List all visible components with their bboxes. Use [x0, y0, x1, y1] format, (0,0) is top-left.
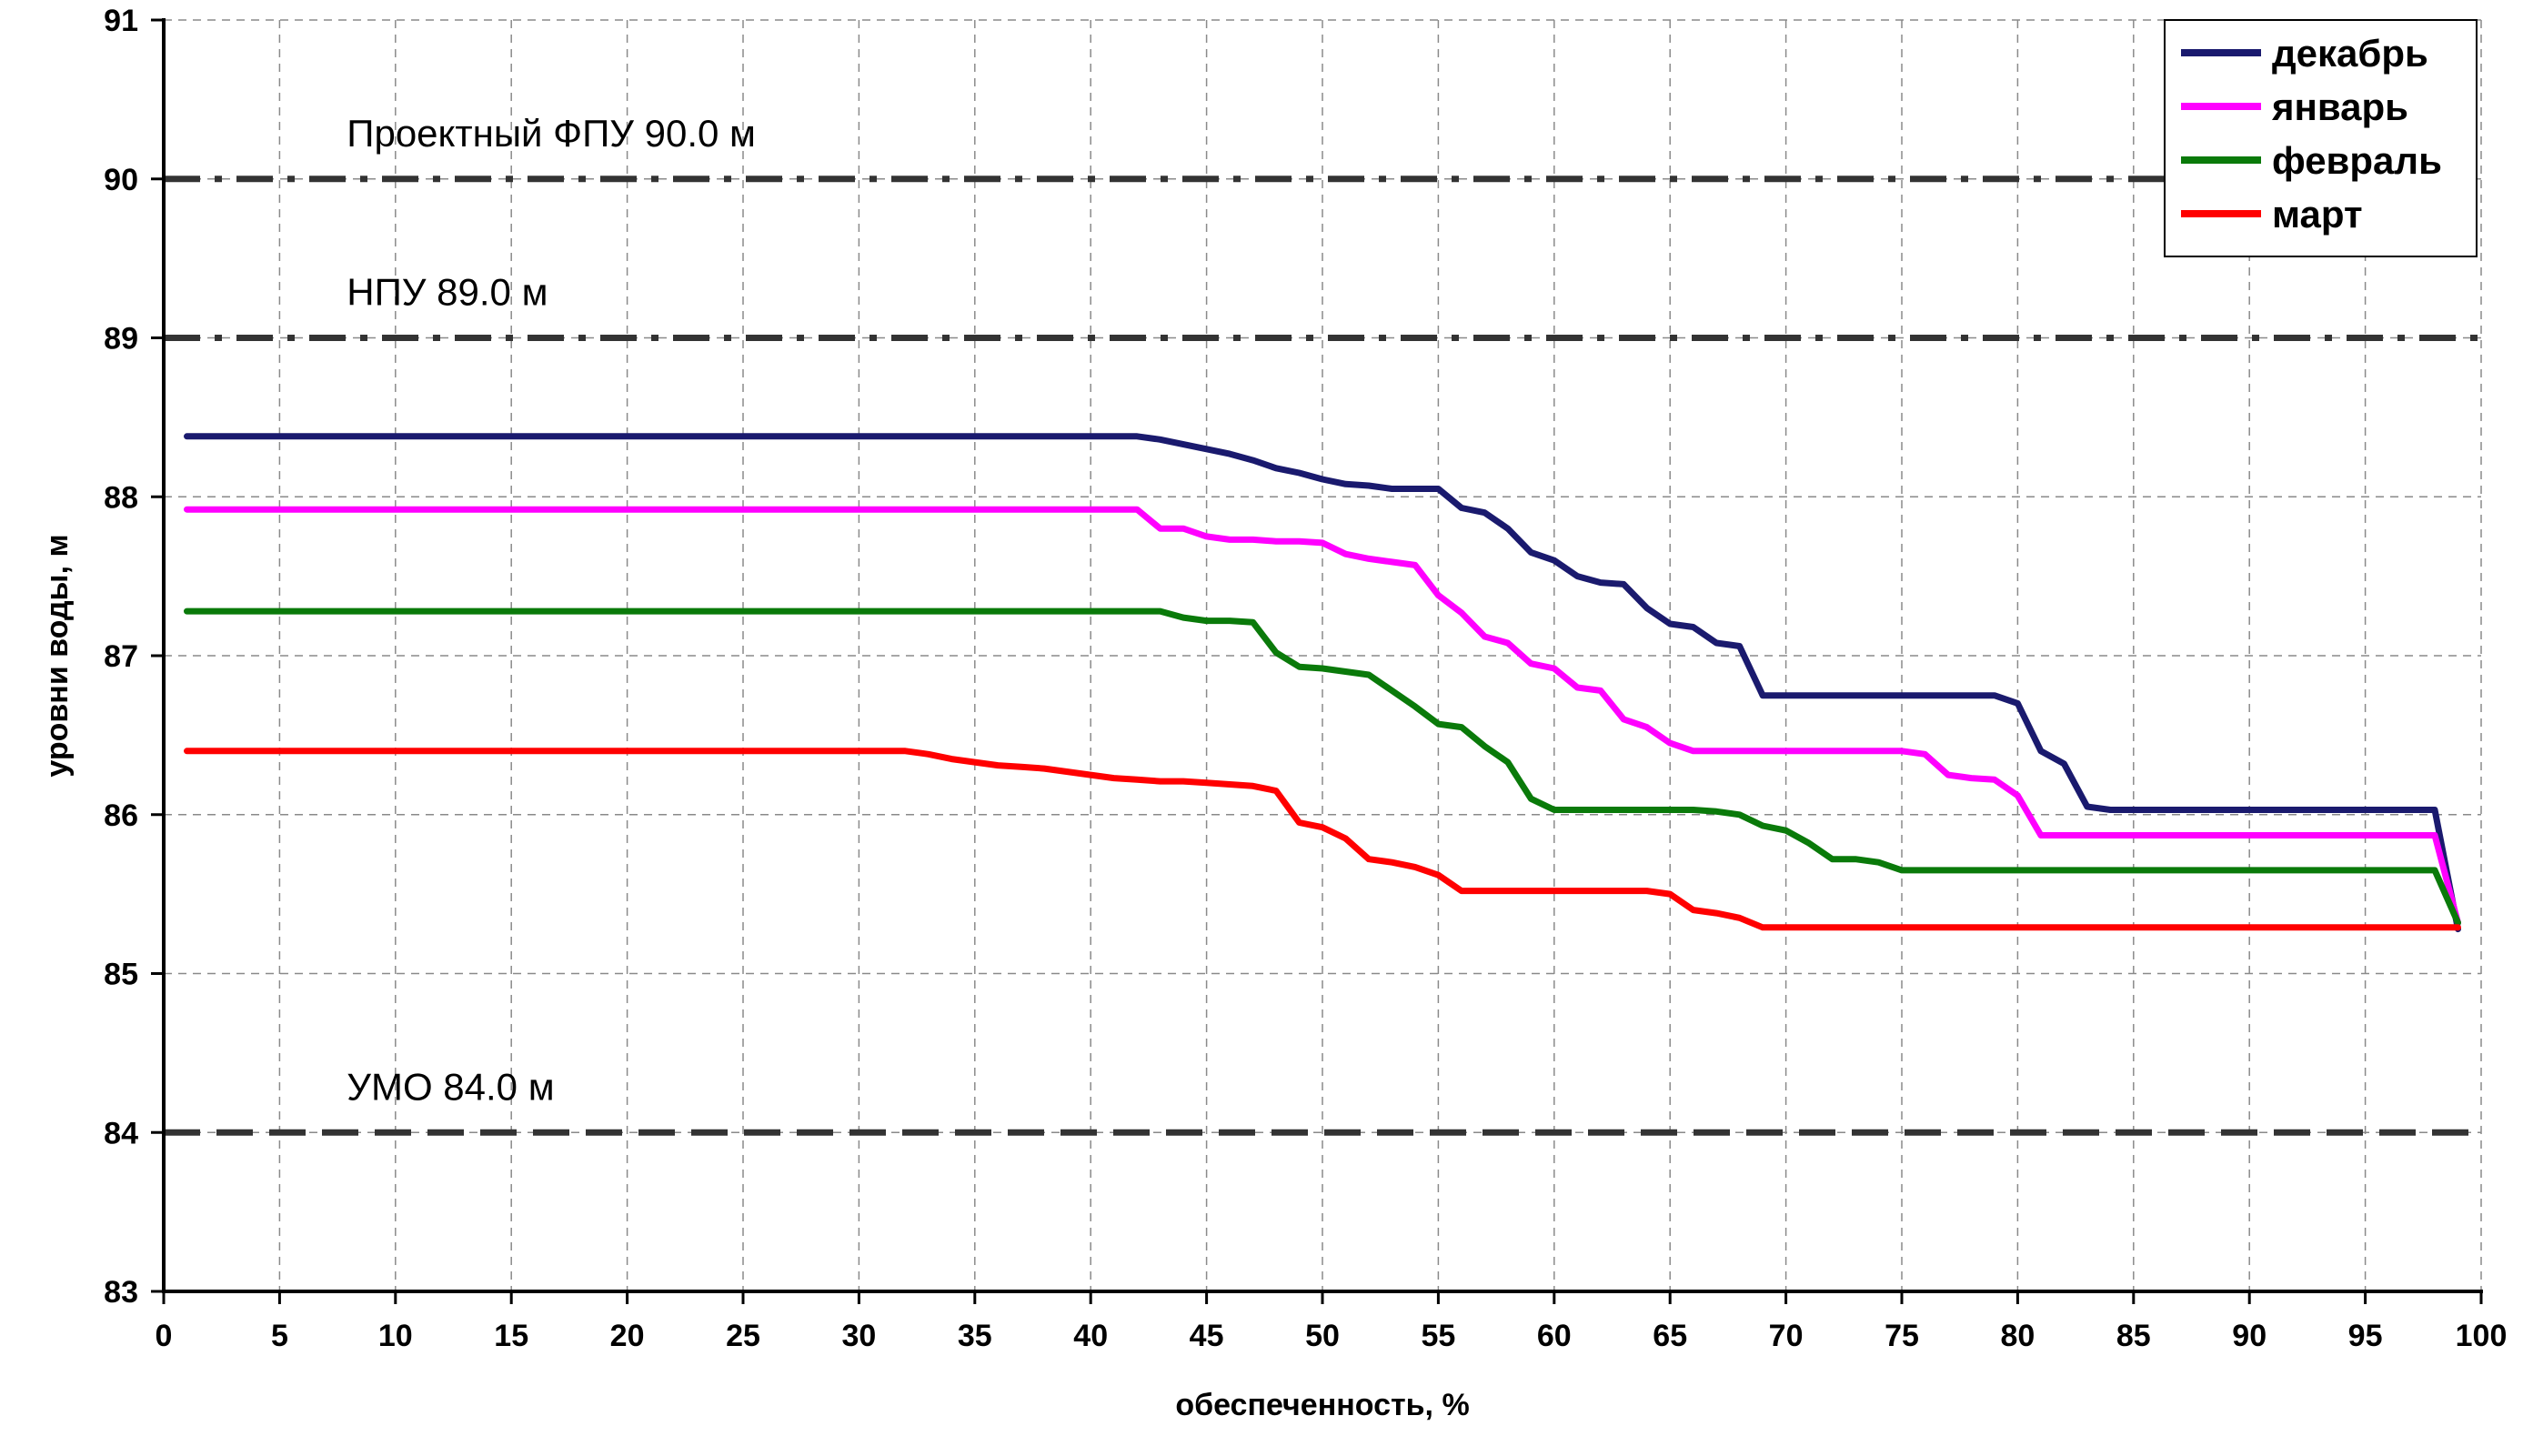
axes [151, 18, 2483, 1304]
x-tick-label: 80 [2000, 1319, 2035, 1353]
reference-line-label: НПУ 89.0 м [347, 271, 548, 314]
reference-line-label: Проектный ФПУ 90.0 м [347, 112, 756, 155]
series-lines [184, 433, 2461, 933]
reference-lines: Проектный ФПУ 90.0 м НПУ 89.0 м УМО 84.0 м [164, 112, 2481, 1136]
series-line [184, 506, 2461, 927]
x-tick-label: 95 [2348, 1319, 2383, 1353]
x-tick-label: 70 [1769, 1319, 1804, 1353]
x-tick-label: 65 [1653, 1319, 1687, 1353]
x-tick-label: 100 [2456, 1319, 2508, 1353]
x-tick-label: 85 [2116, 1319, 2151, 1353]
x-tick-label: 75 [1885, 1319, 1919, 1353]
legend-label: декабрь [2272, 32, 2428, 75]
y-tick-label: 83 [104, 1275, 138, 1310]
legend-label: март [2272, 193, 2363, 236]
y-tick-label: 85 [104, 958, 138, 992]
y-tick-label: 84 [104, 1116, 138, 1150]
y-tick-label: 91 [104, 4, 138, 38]
legend: декабрь январь февраль март [2164, 19, 2478, 257]
series-line [184, 748, 2461, 931]
y-tick-label: 88 [104, 480, 138, 515]
x-tick-label: 60 [1537, 1319, 1572, 1353]
series-line [184, 608, 2461, 927]
x-tick-label: 15 [494, 1319, 528, 1353]
reference-line-label: УМО 84.0 м [347, 1065, 554, 1108]
tick-labels: 0 5 10 15 20 25 30 35 40 45 50 55 60 65 70 75 80 85 90 95 10… [104, 4, 2507, 1353]
x-tick-label: 35 [958, 1319, 992, 1353]
x-tick-label: 0 [156, 1319, 173, 1353]
x-tick-label: 30 [841, 1319, 876, 1353]
y-tick-label: 89 [104, 322, 138, 356]
legend-label: январь [2271, 85, 2408, 128]
x-tick-label: 55 [1421, 1319, 1455, 1353]
x-tick-label: 90 [2232, 1319, 2267, 1353]
y-tick-label: 87 [104, 639, 138, 674]
x-tick-label: 5 [271, 1319, 288, 1353]
y-axis-title: уровни воды, м [40, 534, 75, 777]
legend-label: февраль [2272, 139, 2442, 182]
y-tick-label: 90 [104, 163, 138, 197]
x-axis-title: обеспеченность, % [1175, 1388, 1469, 1422]
series-line [184, 433, 2461, 933]
x-tick-label: 45 [1190, 1319, 1224, 1353]
x-tick-label: 50 [1305, 1319, 1340, 1353]
y-tick-label: 86 [104, 798, 138, 833]
x-tick-label: 25 [726, 1319, 760, 1353]
x-tick-label: 10 [378, 1319, 413, 1353]
x-tick-label: 40 [1073, 1319, 1108, 1353]
x-tick-label: 20 [610, 1319, 645, 1353]
